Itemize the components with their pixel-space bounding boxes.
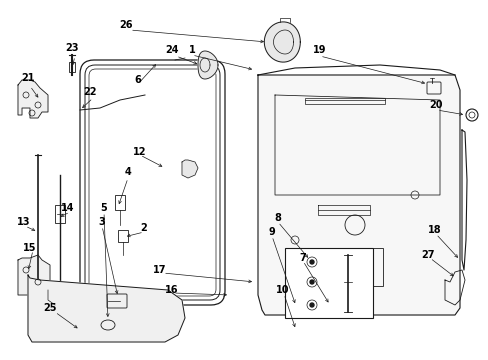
Text: 12: 12 xyxy=(133,147,146,157)
Bar xyxy=(285,248,372,318)
Polygon shape xyxy=(28,275,184,342)
Bar xyxy=(297,248,382,286)
Text: 13: 13 xyxy=(17,217,31,227)
Text: 21: 21 xyxy=(21,73,35,83)
Polygon shape xyxy=(258,75,459,315)
Text: 26: 26 xyxy=(119,20,132,30)
Text: 14: 14 xyxy=(61,203,75,213)
Bar xyxy=(305,98,384,104)
Text: 18: 18 xyxy=(427,225,441,235)
Polygon shape xyxy=(198,51,218,79)
Circle shape xyxy=(309,303,313,307)
Polygon shape xyxy=(18,255,50,295)
Text: 7: 7 xyxy=(299,253,306,263)
Text: 4: 4 xyxy=(124,167,131,177)
Text: 6: 6 xyxy=(134,75,141,85)
Text: 27: 27 xyxy=(420,250,434,260)
Bar xyxy=(115,195,125,210)
Polygon shape xyxy=(18,80,48,118)
Text: 5: 5 xyxy=(101,203,107,213)
Polygon shape xyxy=(182,160,198,178)
Circle shape xyxy=(309,280,313,284)
Text: 1: 1 xyxy=(188,45,195,55)
Text: 9: 9 xyxy=(268,227,275,237)
Text: 20: 20 xyxy=(428,100,442,110)
Bar xyxy=(55,205,65,223)
Bar xyxy=(69,62,75,72)
Text: 10: 10 xyxy=(276,285,289,295)
Circle shape xyxy=(309,260,313,264)
Text: 3: 3 xyxy=(99,217,105,227)
Text: 16: 16 xyxy=(165,285,179,295)
Text: 17: 17 xyxy=(153,265,166,275)
Text: 15: 15 xyxy=(23,243,37,253)
Text: 23: 23 xyxy=(65,43,79,53)
Text: 2: 2 xyxy=(141,223,147,233)
Text: 24: 24 xyxy=(165,45,179,55)
Text: 8: 8 xyxy=(274,213,281,223)
Text: 22: 22 xyxy=(83,87,97,97)
Polygon shape xyxy=(264,22,300,62)
Text: 19: 19 xyxy=(313,45,326,55)
Bar xyxy=(118,230,128,242)
Text: 25: 25 xyxy=(43,303,57,313)
